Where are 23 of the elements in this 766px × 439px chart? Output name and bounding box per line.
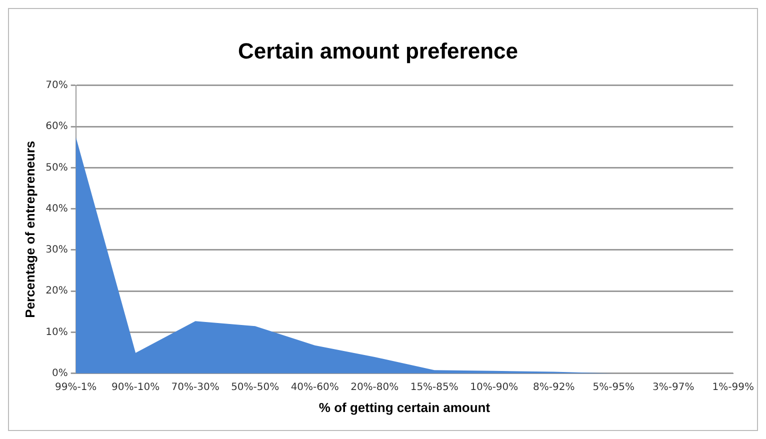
x-axis-title: % of getting certain amount	[318, 400, 491, 415]
x-tick-label: 8%-92%	[533, 382, 575, 393]
x-tick-label: 40%-60%	[290, 382, 339, 393]
y-tick-label: 40%	[46, 203, 68, 214]
y-tick-label: 0%	[52, 368, 68, 379]
y-tick-label: 30%	[46, 244, 68, 256]
x-tick-label: 90%-10%	[112, 382, 160, 393]
x-tick-label: 50%-50%	[231, 382, 280, 393]
x-tick-label: 20%-80%	[350, 382, 399, 393]
x-tick-label: 70%-30%	[171, 382, 220, 393]
x-tick-label: 1%-99%	[712, 382, 754, 393]
y-tick-label: 20%	[46, 286, 68, 297]
y-axis-title: Percentage of entrepreneurs	[22, 140, 38, 318]
x-tick-label: 5%-95%	[592, 382, 634, 393]
x-tick-label: 3%-97%	[652, 382, 694, 393]
y-tick-label: 70%	[46, 80, 68, 91]
x-tick-label: 99%-1%	[54, 382, 97, 393]
y-tick-label: 60%	[46, 121, 68, 132]
x-tick-label: 10%-90%	[470, 382, 518, 393]
chart-title: Certain amount preference	[238, 38, 518, 64]
y-tick-label: 10%	[46, 326, 68, 338]
y-tick-label: 50%	[46, 162, 68, 174]
x-tick-label: 15%-85%	[410, 382, 458, 393]
